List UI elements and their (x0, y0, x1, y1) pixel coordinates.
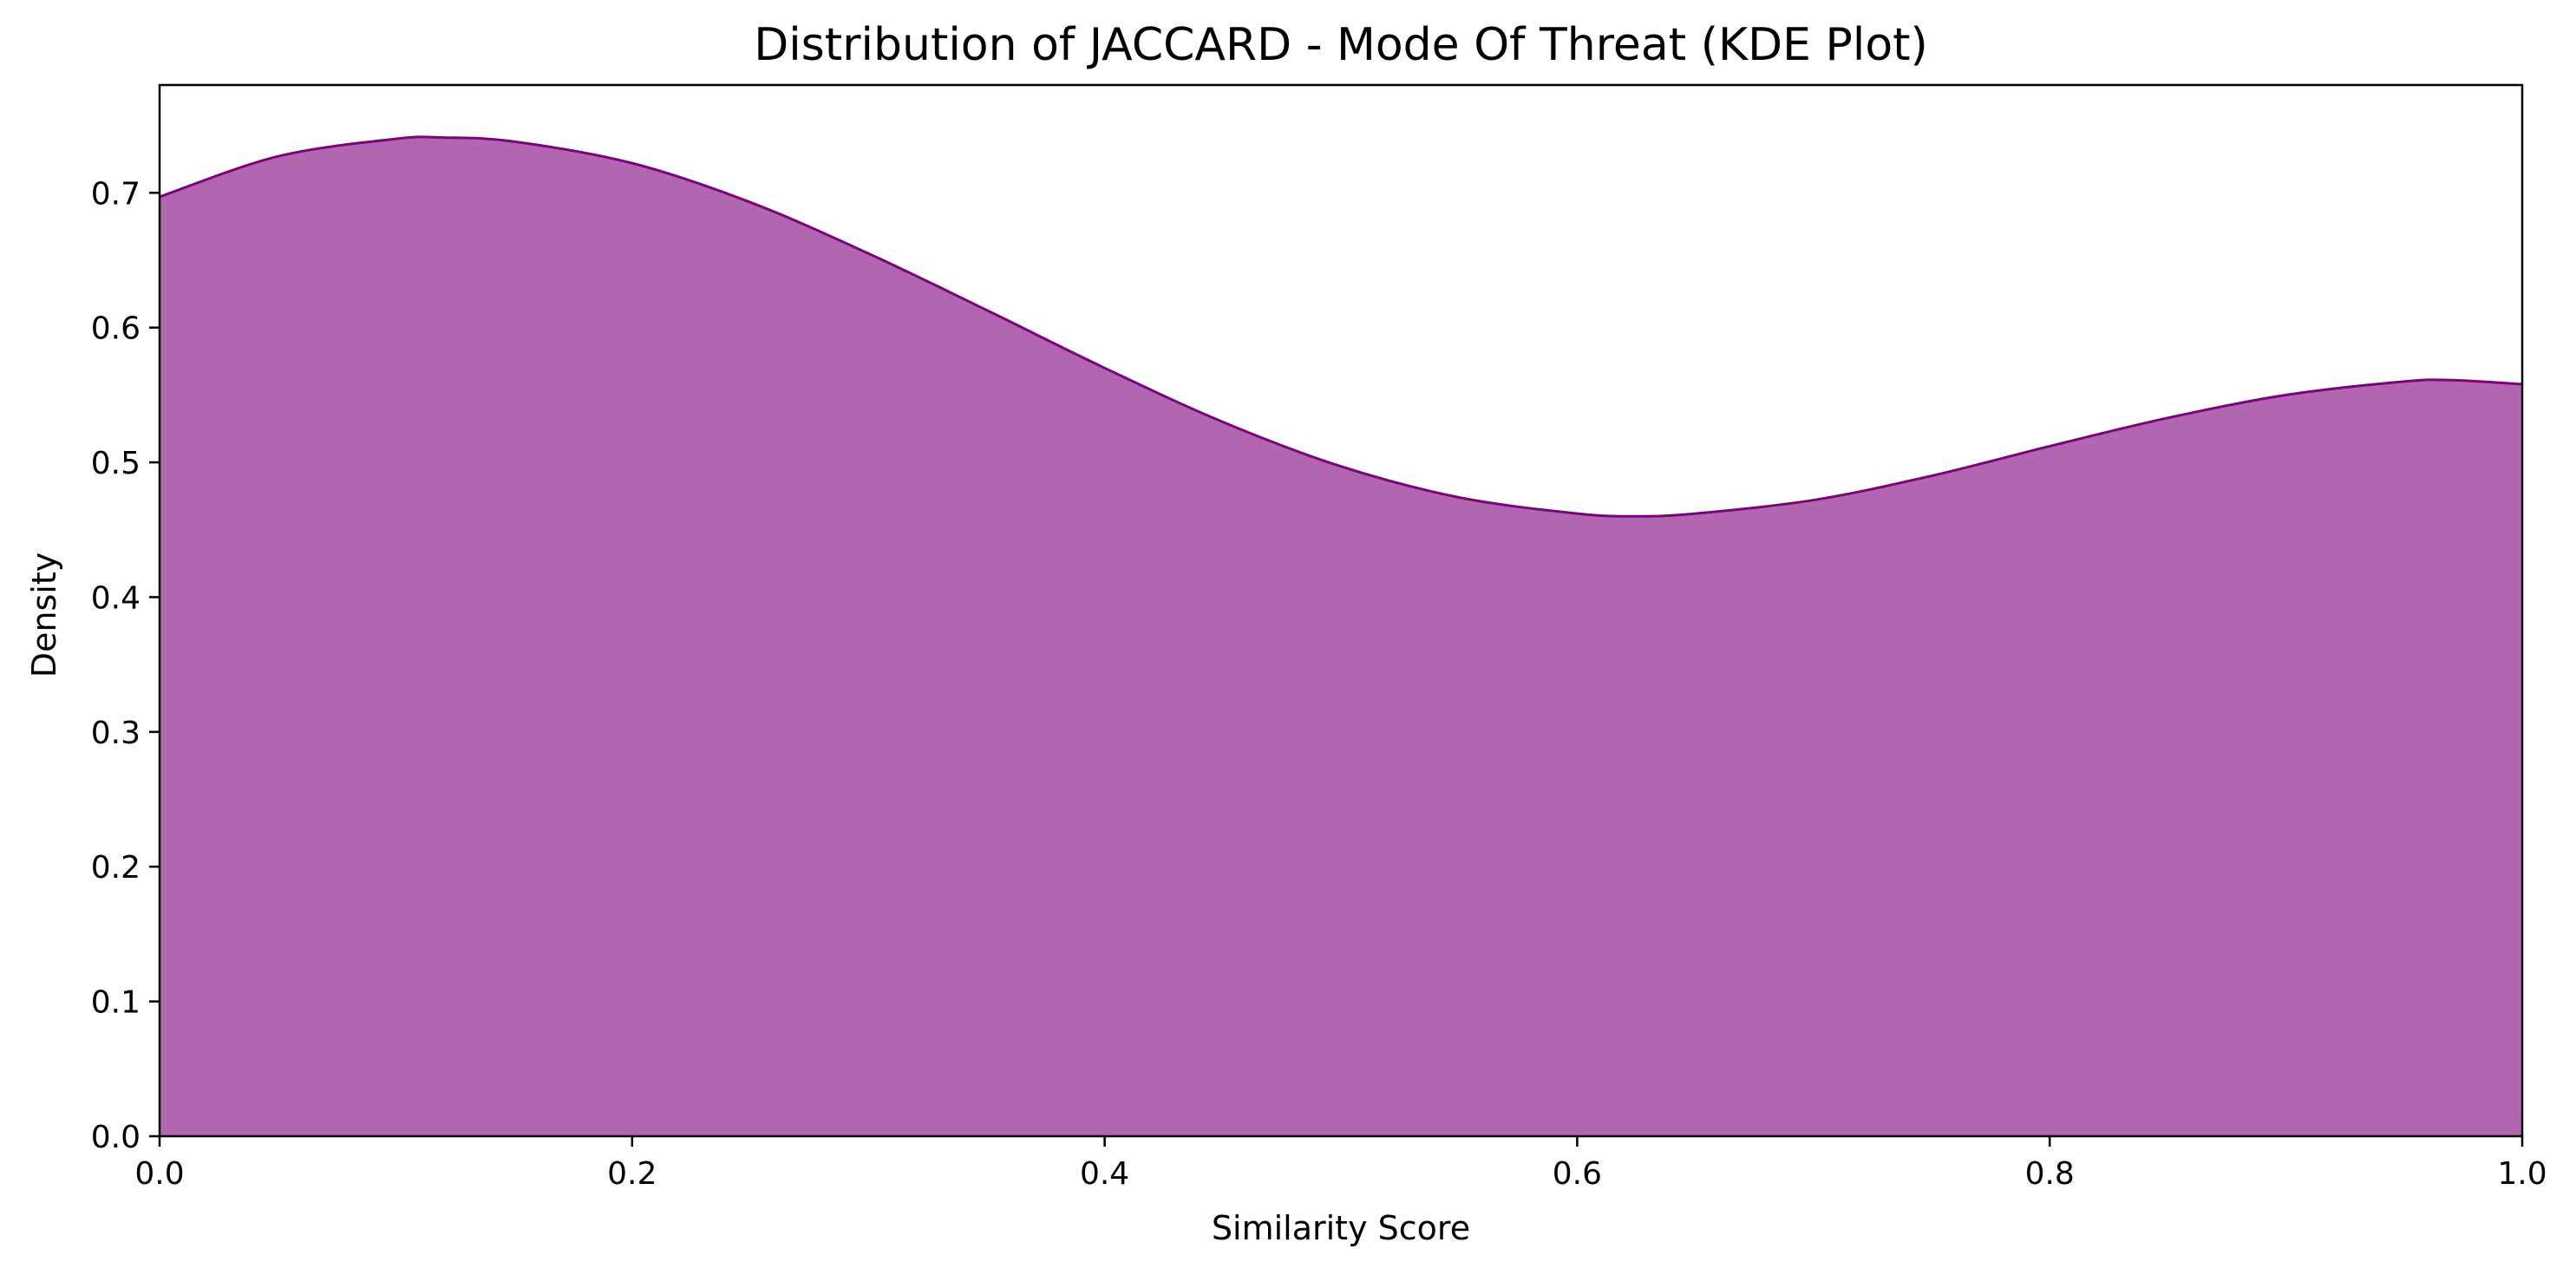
x-tick-label: 0.6 (1553, 1156, 1602, 1192)
y-axis-ticks: 0.0 0.1 0.2 0.3 0.4 0.5 0.6 0.7 (91, 176, 160, 1155)
x-tick-label: 0.0 (134, 1156, 184, 1192)
y-tick-label: 0.7 (91, 176, 141, 212)
y-tick-label: 0.1 (91, 985, 141, 1021)
chart-title: Distribution of JACCARD - Mode Of Threat… (754, 19, 1928, 71)
y-tick-label: 0.4 (91, 580, 141, 616)
x-tick-label: 0.4 (1080, 1156, 1129, 1192)
y-axis-label: Density (25, 552, 63, 677)
y-tick-label: 0.3 (91, 716, 141, 751)
x-tick-label: 0.8 (2025, 1156, 2075, 1192)
x-tick-label: 0.2 (607, 1156, 657, 1192)
y-tick-label: 0.0 (91, 1120, 141, 1155)
x-axis-label: Similarity Score (1212, 1209, 1470, 1247)
plot-area (159, 135, 2523, 1136)
x-axis-ticks: 0.0 0.2 0.4 0.6 0.8 1.0 (134, 1136, 2547, 1192)
kde-line (159, 135, 2523, 518)
y-tick-label: 0.2 (91, 850, 141, 886)
y-tick-label: 0.5 (91, 446, 141, 481)
axes-frame (158, 83, 2524, 1138)
y-tick-label: 0.6 (91, 311, 141, 347)
kde-fill-area (160, 136, 2522, 1136)
x-tick-label: 1.0 (2497, 1156, 2547, 1192)
